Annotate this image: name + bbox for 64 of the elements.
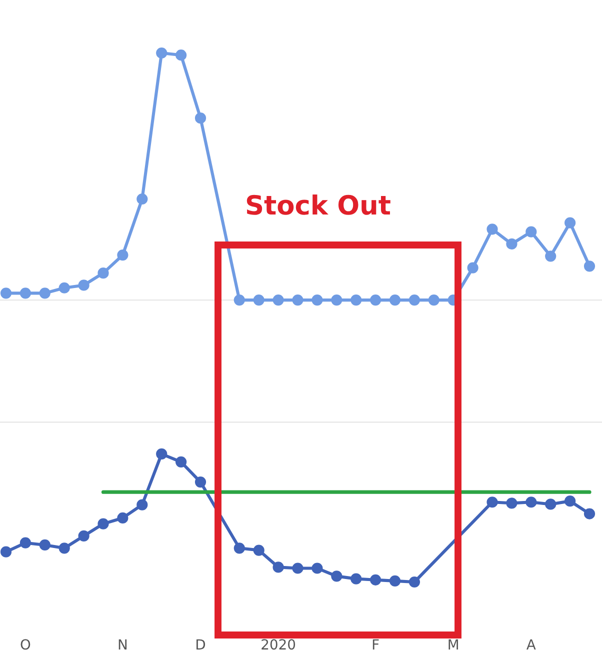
point	[408, 294, 420, 306]
point	[506, 238, 518, 250]
point	[0, 546, 12, 558]
point	[117, 512, 128, 524]
point	[526, 226, 537, 238]
point	[78, 280, 90, 291]
point	[584, 508, 596, 520]
point	[98, 518, 109, 530]
point	[564, 217, 576, 228]
point	[389, 575, 401, 586]
point	[175, 456, 187, 468]
point	[272, 562, 284, 573]
point	[584, 260, 596, 272]
point	[156, 47, 168, 59]
x-tick-label: 2020	[262, 639, 296, 650]
point	[545, 250, 556, 262]
point	[39, 539, 50, 551]
point	[98, 268, 109, 279]
point	[486, 224, 498, 235]
point	[234, 542, 245, 554]
point	[156, 448, 168, 460]
point	[78, 530, 90, 542]
point	[331, 294, 342, 306]
point	[0, 288, 12, 299]
x-tick-label: O	[20, 639, 30, 650]
point	[136, 193, 148, 205]
point	[486, 496, 498, 508]
point	[234, 294, 245, 306]
point	[58, 542, 70, 554]
x-tick-label: D	[196, 639, 206, 650]
point	[117, 250, 128, 261]
point	[272, 294, 284, 306]
point	[136, 499, 148, 510]
point	[20, 537, 32, 548]
point	[175, 50, 187, 61]
point	[39, 288, 50, 299]
point	[292, 294, 304, 306]
point	[350, 294, 362, 306]
point	[350, 573, 362, 584]
point	[370, 294, 382, 306]
point	[194, 476, 206, 488]
point	[253, 544, 264, 556]
point	[312, 562, 323, 574]
annotation: Stock Out	[246, 194, 390, 215]
point	[312, 294, 323, 306]
point	[253, 294, 264, 306]
point	[428, 294, 440, 306]
point	[20, 288, 32, 299]
x-tick-label: F	[372, 639, 379, 650]
point	[467, 262, 478, 274]
point	[292, 562, 304, 574]
point	[58, 282, 70, 294]
point	[408, 576, 420, 588]
point	[545, 498, 556, 510]
point	[389, 294, 401, 306]
point	[331, 570, 342, 582]
x-tick-label: M	[448, 639, 458, 650]
point	[506, 498, 518, 509]
point	[370, 574, 382, 586]
point	[526, 496, 537, 508]
point	[564, 496, 576, 507]
point	[194, 112, 206, 124]
x-tick-label: A	[526, 639, 536, 650]
x-tick-label: N	[118, 639, 127, 650]
